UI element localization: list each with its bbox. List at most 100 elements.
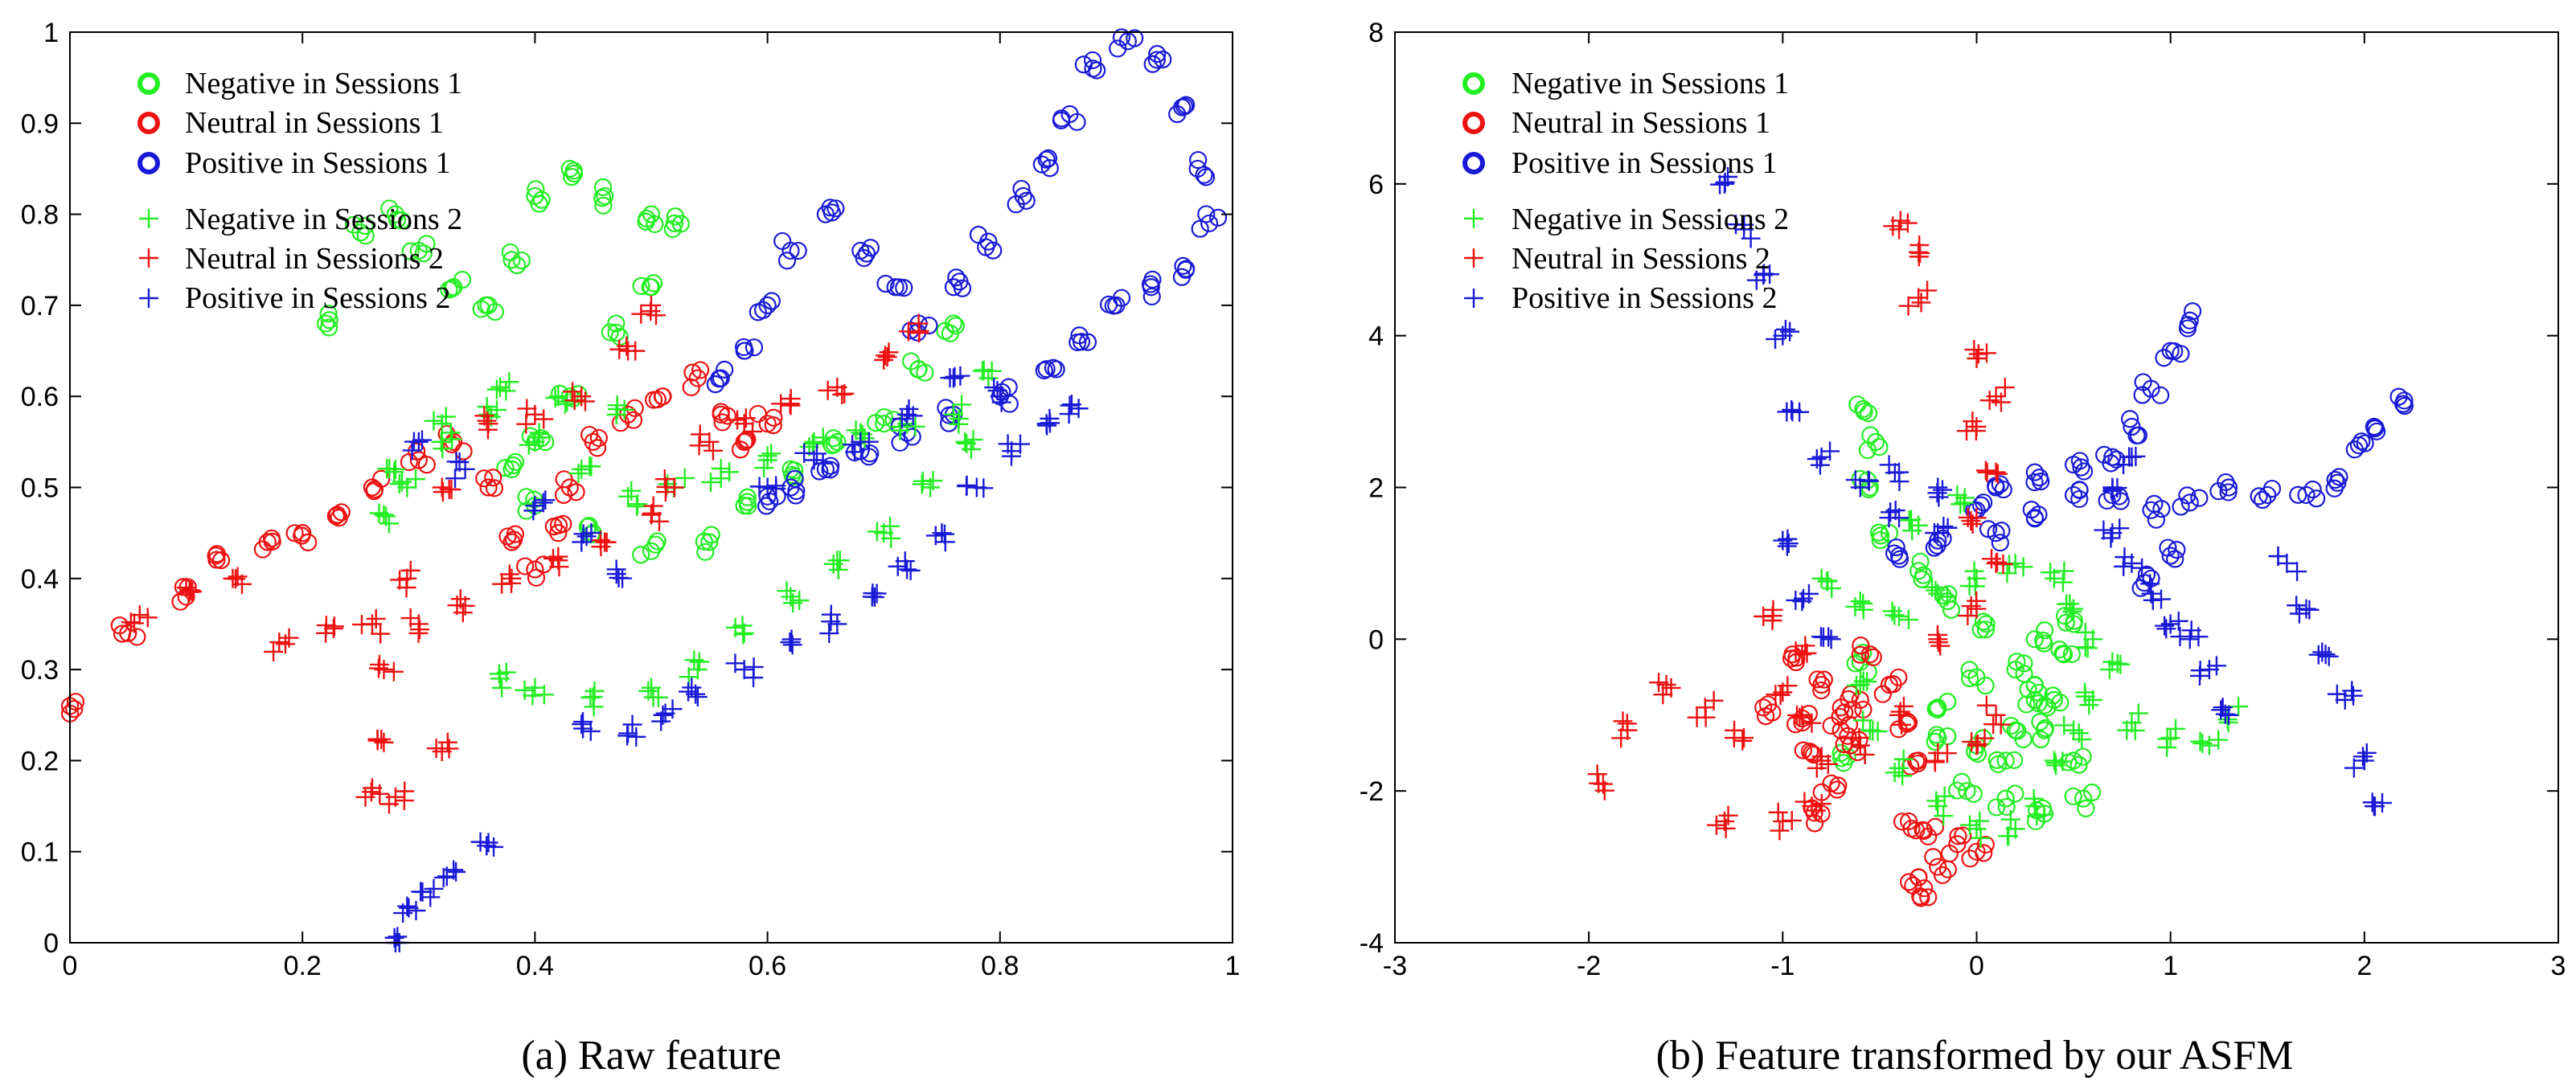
- data-point: [1777, 536, 1797, 556]
- data-point: [1032, 155, 1051, 174]
- data-point: [738, 488, 757, 506]
- data-point: [1927, 483, 1947, 503]
- data-point: [2357, 743, 2377, 763]
- data-point: [1998, 826, 2018, 846]
- data-point: [813, 428, 833, 448]
- data-point: [1991, 534, 2009, 552]
- data-point: [2134, 373, 2152, 391]
- data-point: [367, 729, 388, 749]
- data-point: [777, 581, 797, 601]
- data-point: [1897, 213, 1918, 233]
- data-point: [828, 559, 848, 579]
- data-point: [1873, 685, 1892, 703]
- data-point: [1964, 784, 1983, 803]
- data-point: [523, 501, 544, 521]
- data-point: [555, 470, 573, 489]
- data-point: [1885, 463, 1905, 483]
- data-point: [401, 242, 420, 260]
- data-point: [2128, 703, 2148, 723]
- legend-label-pos-s1: Positive in Sessions 1: [185, 146, 450, 180]
- data-point: [1902, 521, 1922, 541]
- data-point: [564, 391, 585, 411]
- data-point: [369, 654, 389, 674]
- data-point: [1976, 343, 1996, 363]
- data-point: [2069, 755, 2088, 774]
- legend-label-neg-s1: Negative in Sessions 1: [185, 67, 462, 100]
- data-point: [400, 452, 418, 472]
- data-point: [534, 555, 553, 574]
- data-point: [1069, 399, 1089, 419]
- data-point: [2137, 565, 2156, 584]
- data-point: [2178, 486, 2197, 505]
- data-point: [376, 506, 396, 526]
- data-point: [320, 318, 338, 337]
- data-point: [617, 726, 638, 746]
- data-point: [2299, 600, 2320, 620]
- data-point: [2289, 604, 2309, 624]
- data-point: [2168, 611, 2188, 631]
- scatter-marks-asfm: [1587, 167, 2414, 907]
- data-point: [1716, 818, 1736, 838]
- data-point: [1208, 208, 1228, 227]
- data-point: [642, 678, 661, 698]
- data-point: [584, 697, 604, 717]
- data-point: [2209, 730, 2229, 750]
- data-point: [1040, 159, 1059, 178]
- x-tick-label: 2: [2357, 951, 2372, 981]
- data-point: [581, 456, 601, 477]
- data-point: [484, 837, 504, 857]
- data-point: [2025, 630, 2044, 649]
- legend-marker-neu-s1: [1462, 112, 1485, 134]
- data-point: [474, 406, 494, 426]
- data-point: [874, 350, 894, 370]
- data-point: [2114, 556, 2134, 576]
- legend-label-pos-s2: Positive in Sessions 2: [185, 281, 450, 315]
- data-point: [1960, 661, 1979, 679]
- data-point: [2289, 485, 2307, 504]
- data-point: [1790, 707, 1810, 727]
- data-point: [516, 414, 536, 434]
- data-point: [857, 244, 876, 263]
- data-point: [1040, 408, 1060, 428]
- data-point: [736, 342, 754, 360]
- data-point: [2166, 550, 2184, 568]
- data-point: [1938, 587, 1958, 607]
- data-point: [1854, 399, 1873, 418]
- data-point: [2151, 386, 2170, 404]
- x-tick-label: 0.6: [749, 951, 786, 981]
- data-point: [1966, 421, 1986, 441]
- data-point: [1859, 471, 1879, 491]
- data-point: [2151, 589, 2172, 609]
- data-point: [804, 432, 824, 452]
- panel-raw-feature: 0 0.2 0.4 0.6 0.8 1 0 0.1 0.2 0.3 0.4 0.5 0.6 0.7 0.8 0…: [21, 18, 1241, 1079]
- data-point: [527, 568, 546, 587]
- data-point: [355, 216, 374, 235]
- data-point: [2308, 645, 2328, 665]
- data-point: [2017, 695, 2036, 714]
- data-point: [2190, 661, 2210, 681]
- data-point: [642, 503, 662, 523]
- data-point: [845, 442, 865, 462]
- data-point: [66, 693, 85, 711]
- data-point: [1853, 710, 1873, 731]
- data-point: [179, 582, 199, 602]
- series-pos-s2: [1710, 167, 2393, 817]
- data-point: [424, 411, 444, 431]
- data-point: [449, 452, 470, 473]
- data-point: [2170, 627, 2190, 647]
- data-point: [2025, 473, 2044, 492]
- data-point: [532, 190, 551, 209]
- data-point: [1815, 670, 1833, 689]
- data-point: [1197, 205, 1216, 223]
- data-point: [626, 727, 646, 747]
- data-point: [393, 903, 413, 923]
- data-point: [1967, 348, 1987, 368]
- data-point: [720, 462, 740, 482]
- data-point: [2102, 481, 2123, 501]
- data-point: [632, 276, 650, 295]
- data-point: [646, 305, 667, 325]
- data-point: [1997, 563, 2017, 583]
- data-point: [1112, 28, 1131, 47]
- data-point: [1083, 51, 1102, 70]
- data-point: [1845, 596, 1865, 616]
